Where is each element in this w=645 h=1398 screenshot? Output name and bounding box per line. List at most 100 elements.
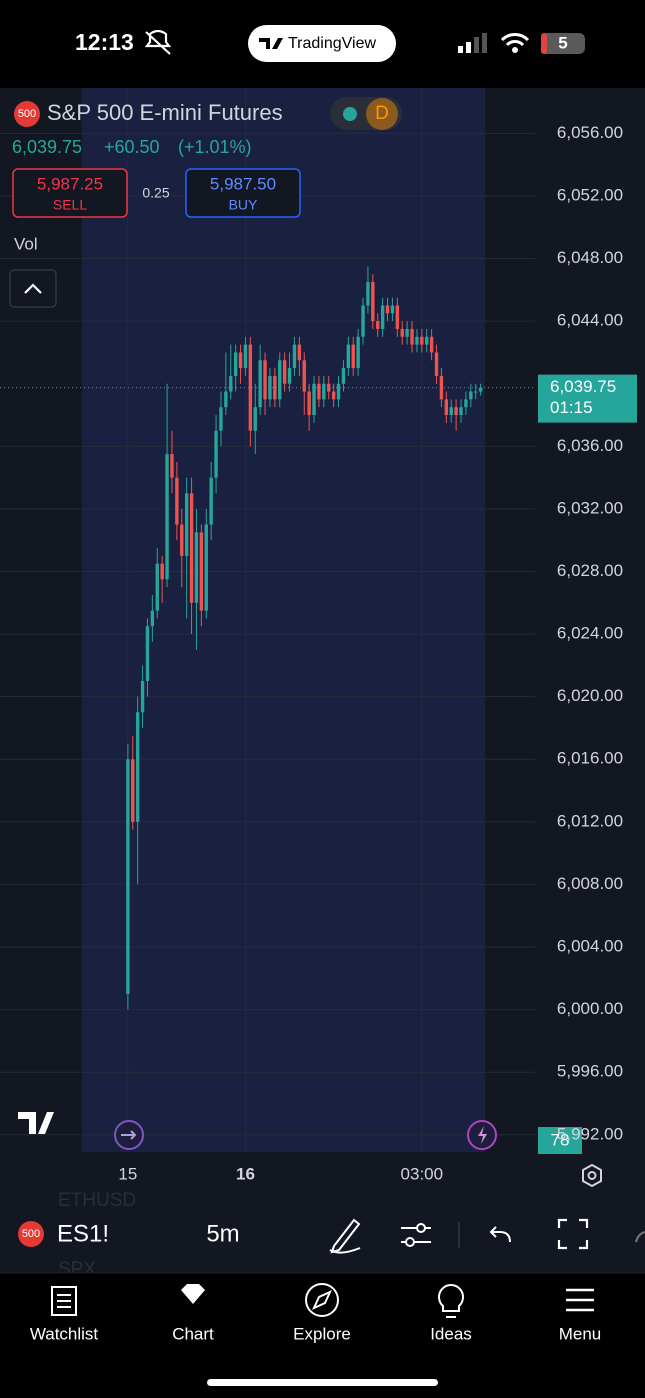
candle-body — [199, 532, 204, 611]
menu-icon[interactable] — [566, 1288, 594, 1312]
change: +60.50 — [104, 137, 160, 157]
y-tick-label: 6,052.00 — [557, 185, 623, 204]
candle-body — [464, 399, 468, 408]
candle-body — [434, 352, 439, 376]
event-icon — [478, 1126, 487, 1144]
candle-body — [469, 391, 473, 400]
plot — [0, 88, 535, 1152]
indicators-knob — [405, 1237, 415, 1247]
candle-body — [253, 407, 257, 431]
tab-bar-bg — [0, 1273, 645, 1398]
toolbar-ghost: ETHUSD — [58, 1190, 136, 1211]
y-tick-label: 6,048.00 — [557, 248, 623, 267]
toolbar-symbol[interactable]: ES1! — [57, 1220, 109, 1247]
candle-body — [420, 336, 424, 345]
candle-body — [341, 368, 346, 384]
candle-body — [268, 375, 272, 400]
home-indicator — [207, 1379, 438, 1386]
settings-icon[interactable] — [582, 1163, 602, 1188]
toolbar-interval[interactable]: 5m — [206, 1220, 239, 1247]
chart-icon[interactable] — [181, 1284, 205, 1304]
candle-body — [366, 282, 370, 306]
spread: 0.25 — [142, 185, 169, 201]
candle-body — [346, 344, 351, 369]
tab-label[interactable]: Explore — [293, 1324, 351, 1343]
y-tick-label: 6,004.00 — [557, 937, 623, 956]
candle-body — [390, 305, 395, 314]
draw-icon[interactable] — [329, 1218, 361, 1254]
tab-label[interactable]: Menu — [559, 1324, 602, 1343]
candle-body — [429, 336, 434, 353]
tv-logo — [259, 38, 283, 49]
collapse-button[interactable] — [9, 269, 57, 308]
signal-icon — [458, 33, 487, 53]
candle-body — [395, 305, 400, 329]
y-tick-label: 6,056.00 — [557, 123, 623, 142]
change-pct: (+1.01%) — [178, 137, 252, 157]
candle-body — [140, 681, 145, 713]
candle-body — [238, 352, 243, 369]
wifi-dot — [512, 47, 518, 53]
candle-body — [474, 391, 478, 393]
candle-body — [385, 305, 390, 314]
app-pill — [248, 25, 396, 62]
buy-button[interactable] — [185, 168, 301, 218]
candle-body — [209, 477, 213, 525]
candle-body — [204, 524, 208, 611]
battery — [541, 33, 585, 54]
price-tag-countdown: 01:15 — [550, 398, 593, 417]
candle-body — [273, 375, 277, 400]
y-tick-label: 6,012.00 — [557, 811, 623, 830]
candle-body — [307, 391, 311, 416]
candle-body — [449, 407, 453, 416]
candle-body — [194, 532, 199, 603]
volume-last: 78 — [551, 1130, 570, 1149]
candle-body — [361, 305, 365, 337]
explore-icon[interactable] — [305, 1283, 339, 1317]
candle-body — [258, 360, 262, 408]
x-tick-label: 15 — [118, 1164, 137, 1183]
battery-text: 5 — [558, 33, 567, 52]
collapse-icon — [24, 283, 42, 294]
candle-body — [165, 454, 169, 580]
candle-body — [454, 407, 458, 416]
candle-body — [155, 563, 159, 611]
fullscreen-icon[interactable] — [557, 1218, 589, 1250]
wifi-icon — [500, 33, 530, 47]
candle-body — [302, 360, 306, 392]
sell-label: SELL — [53, 197, 87, 213]
candle-body — [150, 610, 155, 627]
tab-label[interactable]: Chart — [172, 1324, 214, 1343]
candle-body — [263, 360, 267, 400]
candle-body — [371, 282, 375, 322]
symbol-badge-text: 500 — [18, 108, 36, 120]
candle-body — [356, 336, 360, 369]
candle-body — [135, 712, 140, 822]
watchlist-icon[interactable] — [51, 1286, 77, 1316]
session-start-icon — [121, 1130, 137, 1140]
candle-body — [219, 407, 223, 431]
candle-body — [189, 493, 194, 603]
last-price: 6,039.75 — [12, 137, 82, 157]
candle-body — [380, 305, 385, 329]
candle-body — [131, 759, 135, 822]
y-tick-label: 6,036.00 — [557, 436, 623, 455]
sell-button[interactable] — [12, 168, 128, 218]
candle-body — [248, 344, 253, 431]
candle-body — [278, 360, 282, 400]
candle-body — [170, 454, 174, 478]
tab-label[interactable]: Watchlist — [30, 1324, 99, 1343]
candle-body — [229, 375, 233, 392]
tab-label[interactable]: Ideas — [430, 1324, 472, 1343]
y-tick-label: 6,032.00 — [557, 498, 623, 517]
undo-icon[interactable] — [489, 1226, 511, 1243]
price-tag — [538, 374, 637, 423]
sell-price: 5,987.25 — [37, 174, 103, 193]
y-tick-label: 6,016.00 — [557, 749, 623, 768]
y-tick-label: 5,992.00 — [557, 1124, 623, 1143]
y-tick-label: 6,024.00 — [557, 624, 623, 643]
ideas-icon[interactable] — [438, 1284, 464, 1318]
price-tag-label: 6,039.75 — [550, 377, 616, 396]
